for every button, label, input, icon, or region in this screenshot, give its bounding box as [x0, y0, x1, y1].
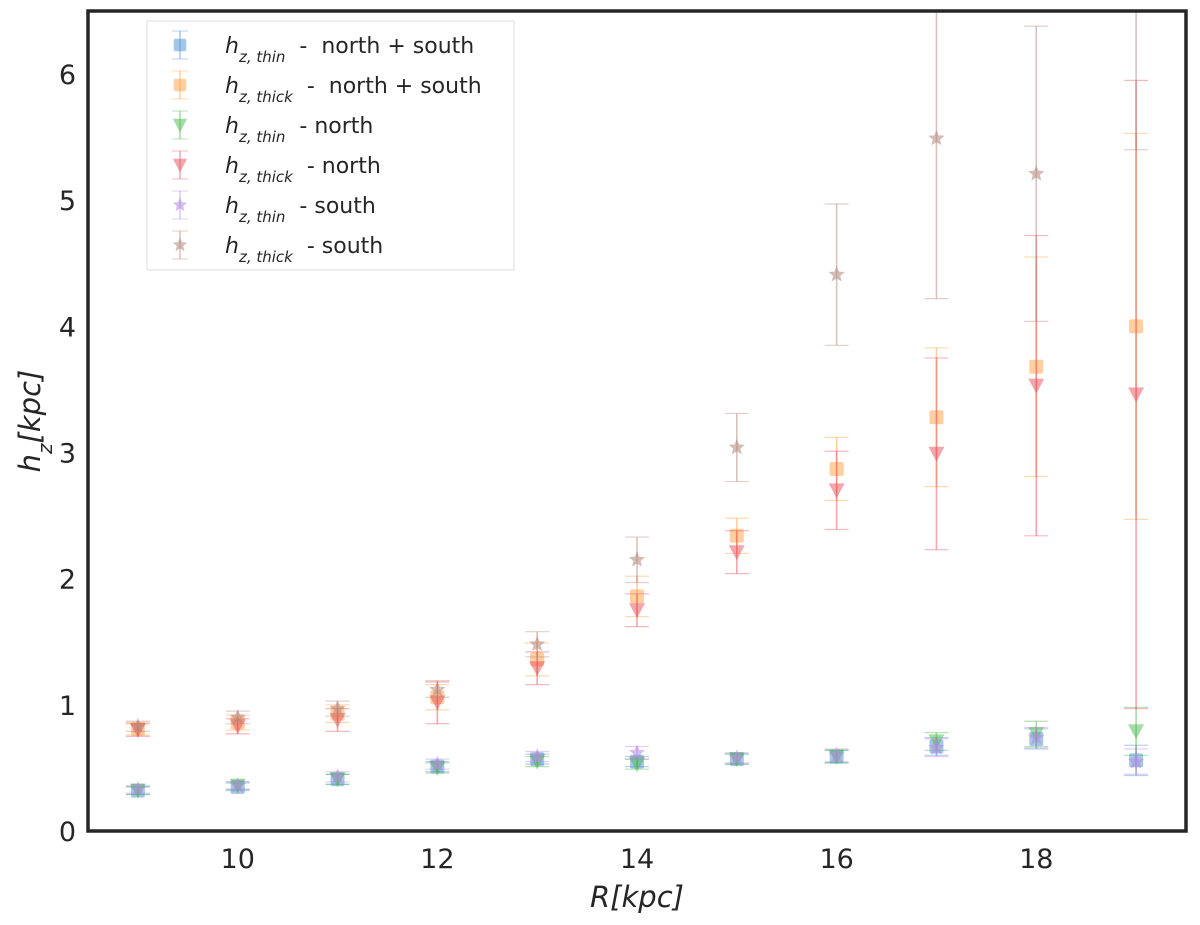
- triangle-marker: [529, 754, 546, 770]
- star-marker: [928, 739, 945, 755]
- legend-entry: hz, thick - north + south: [172, 70, 482, 106]
- star-marker: [628, 744, 646, 760]
- star-marker: [172, 237, 188, 252]
- legend-entry: hz, thick - south: [172, 230, 383, 266]
- star-marker: [828, 266, 845, 282]
- triangle-marker: [529, 661, 546, 677]
- y-tick-label: 6: [59, 60, 76, 91]
- legend-label: hz, thin - north: [225, 114, 373, 146]
- star-marker: [229, 777, 246, 793]
- square-marker: [173, 78, 187, 92]
- y-tick-label: 2: [59, 565, 76, 596]
- star-marker: [329, 768, 346, 784]
- triangle-marker: [828, 483, 845, 499]
- triangle-marker: [629, 757, 645, 773]
- legend-label: hz, thick - north: [225, 154, 381, 186]
- star-marker: [1128, 753, 1145, 769]
- triangle-marker: [1028, 378, 1045, 394]
- y-tick-label: 3: [59, 439, 76, 470]
- star-marker: [429, 755, 446, 772]
- triangle-marker: [928, 446, 945, 462]
- star-marker: [1028, 729, 1045, 745]
- legend-label: hz, thin - south: [225, 194, 376, 226]
- star-marker: [1028, 165, 1045, 181]
- star-marker: [229, 708, 246, 725]
- triangle-marker: [429, 695, 446, 711]
- star-marker: [129, 717, 146, 734]
- legend-entry: hz, thin - south: [172, 190, 376, 226]
- y-tick-label: 4: [59, 312, 76, 343]
- star-marker: [429, 681, 446, 697]
- plot-area: [125, 11, 1149, 799]
- star-marker: [529, 748, 546, 764]
- plot-frame: [86, 9, 1188, 833]
- triangle-marker: [172, 158, 188, 173]
- triangle-marker: [1128, 724, 1145, 740]
- star-marker: [928, 129, 945, 146]
- x-tick-label: 18: [1019, 844, 1053, 875]
- star-marker: [828, 746, 845, 763]
- star-marker: [129, 780, 146, 797]
- x-tick-label: 10: [221, 844, 255, 875]
- legend-label: hz, thick - north + south: [225, 74, 482, 106]
- square-marker: [173, 38, 187, 52]
- series-5: [125, 11, 1149, 734]
- triangle-marker: [629, 603, 645, 619]
- x-tick-label: 14: [620, 844, 654, 875]
- y-tick-label: 1: [59, 691, 76, 722]
- star-marker: [529, 635, 546, 652]
- star-marker: [329, 700, 346, 716]
- star-marker: [728, 438, 745, 455]
- legend-box: [146, 20, 515, 271]
- star-marker: [172, 197, 188, 212]
- y-tick-label: 0: [59, 817, 76, 848]
- series-4: [125, 726, 1149, 797]
- x-tick-label: 12: [420, 844, 454, 875]
- legend-label: hz, thin - north + south: [225, 34, 474, 66]
- legend-entry: hz, thick - north: [172, 150, 381, 186]
- triangle-marker: [329, 712, 346, 728]
- star-marker: [628, 551, 646, 567]
- x-axis-label: R[kpc]: [590, 880, 684, 914]
- triangle-marker: [1128, 387, 1145, 403]
- x-tick-label: 16: [819, 844, 853, 875]
- star-marker: [728, 749, 745, 765]
- triangle-marker: [728, 545, 745, 561]
- triangle-marker: [172, 118, 188, 133]
- legend-entry: hz, thin - north: [172, 110, 373, 146]
- y-tick-label: 5: [59, 186, 76, 217]
- legend: hz, thin - north + south hz, thick - nort…: [146, 20, 515, 271]
- legend-entry: hz, thin - north + south: [172, 30, 474, 66]
- legend-label: hz, thick - south: [225, 234, 383, 266]
